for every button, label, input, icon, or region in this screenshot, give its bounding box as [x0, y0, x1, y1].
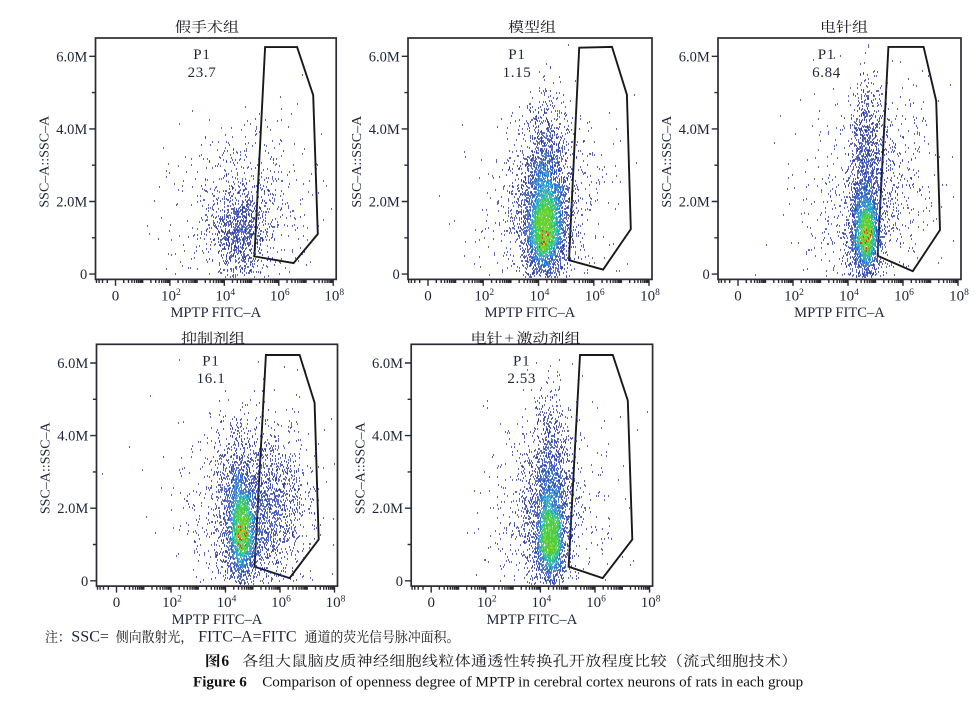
- svg-text:106: 106: [270, 288, 290, 305]
- svg-text:102: 102: [161, 288, 181, 305]
- svg-text:4.0M: 4.0M: [57, 429, 88, 445]
- svg-text:4.0M: 4.0M: [56, 122, 87, 138]
- svg-text:MPTP FITC–A: MPTP FITC–A: [170, 305, 261, 321]
- svg-text:6.0M: 6.0M: [372, 356, 403, 372]
- svg-text:6.0M: 6.0M: [56, 49, 87, 65]
- svg-text:4.0M: 4.0M: [369, 122, 400, 138]
- svg-text:6.0M: 6.0M: [369, 49, 400, 65]
- svg-text:6.84: 6.84: [812, 65, 841, 81]
- svg-text:2.0M: 2.0M: [57, 501, 88, 517]
- svg-text:P1: P1: [508, 47, 525, 63]
- svg-text:P1: P1: [202, 353, 219, 369]
- svg-text:MPTP FITC–A: MPTP FITC–A: [172, 612, 263, 628]
- svg-text:0: 0: [113, 595, 121, 611]
- svg-text:2.0M: 2.0M: [372, 501, 403, 517]
- svg-text:4.0M: 4.0M: [679, 122, 710, 138]
- svg-text:SSC=: SSC=: [71, 629, 113, 646]
- svg-text:0: 0: [112, 289, 120, 305]
- svg-text:SSC–A::SSC–A: SSC–A::SSC–A: [39, 421, 54, 514]
- svg-text:2.0M: 2.0M: [679, 195, 710, 211]
- svg-text:0: 0: [703, 267, 710, 283]
- svg-text:108: 108: [641, 595, 661, 612]
- svg-text:6.0M: 6.0M: [57, 356, 88, 372]
- svg-text:0: 0: [396, 574, 403, 590]
- svg-text:108: 108: [324, 288, 344, 305]
- svg-text:Comparison of openness degree: Comparison of openness degree of MPTP in…: [262, 675, 803, 691]
- svg-text:6.0M: 6.0M: [679, 49, 710, 65]
- svg-text:0: 0: [427, 595, 435, 611]
- svg-text:SSC–A::SSC–A: SSC–A::SSC–A: [660, 115, 675, 208]
- svg-text:SSC–A::SSC–A: SSC–A::SSC–A: [350, 115, 365, 208]
- svg-text:2.53: 2.53: [507, 371, 536, 387]
- svg-text:Figure 6: Figure 6: [193, 675, 247, 691]
- svg-text:FITC–A=FITC: FITC–A=FITC: [198, 629, 297, 646]
- svg-text:SSC–A::SSC–A: SSC–A::SSC–A: [353, 421, 368, 514]
- svg-text:102: 102: [474, 288, 494, 305]
- svg-text:23.7: 23.7: [188, 65, 217, 81]
- svg-text:2.0M: 2.0M: [369, 195, 400, 211]
- svg-text:0: 0: [81, 574, 88, 590]
- svg-text:P1: P1: [818, 47, 835, 63]
- svg-text:106: 106: [585, 288, 605, 305]
- svg-text:16.1: 16.1: [197, 371, 226, 387]
- svg-text:4.0M: 4.0M: [372, 429, 403, 445]
- svg-text:0: 0: [80, 267, 87, 283]
- svg-text:P1: P1: [513, 353, 530, 369]
- svg-text:104: 104: [532, 595, 552, 612]
- svg-text:MPTP FITC–A: MPTP FITC–A: [794, 305, 885, 321]
- svg-text:0: 0: [424, 289, 432, 305]
- svg-text:102: 102: [477, 595, 497, 612]
- svg-text:104: 104: [215, 288, 235, 305]
- svg-text:0: 0: [393, 267, 400, 283]
- svg-text:2.0M: 2.0M: [56, 195, 87, 211]
- svg-text:MPTP FITC–A: MPTP FITC–A: [485, 305, 576, 321]
- svg-text:0: 0: [734, 289, 742, 305]
- svg-text:1.15: 1.15: [503, 65, 532, 81]
- svg-text:6: 6: [221, 653, 229, 670]
- svg-text:MPTP FITC–A: MPTP FITC–A: [487, 612, 578, 628]
- svg-text:P1: P1: [193, 47, 210, 63]
- svg-text:SSC–A::SSC–A: SSC–A::SSC–A: [38, 115, 53, 208]
